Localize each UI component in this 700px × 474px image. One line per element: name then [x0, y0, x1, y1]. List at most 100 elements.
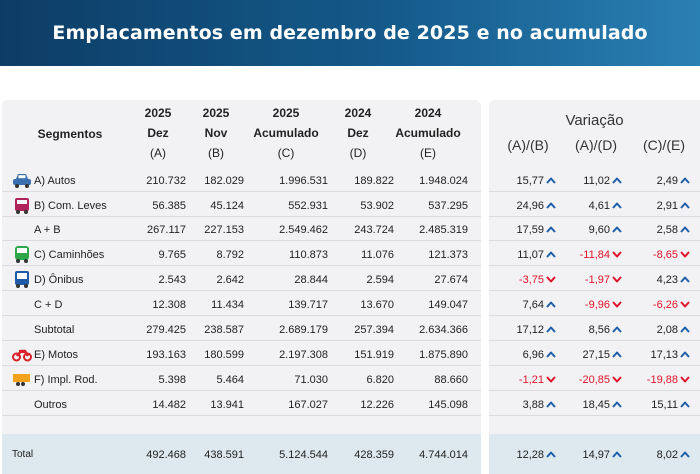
value-cell: 552.931 — [288, 200, 328, 212]
column-header-line: 2025 — [272, 106, 300, 120]
value-cell: 71.030 — [294, 374, 328, 386]
variation-value: 27,15 — [582, 349, 610, 361]
value-cell: 13.941 — [210, 399, 244, 411]
column-header-line: (E) — [420, 146, 436, 160]
segment-label: Subtotal — [34, 324, 75, 336]
variation-value: 7,64 — [522, 299, 544, 311]
variation-header-ab: (A)/(B) — [507, 137, 549, 153]
variation-cell: 11,07 — [496, 242, 558, 266]
value-cell: 167.027 — [288, 399, 328, 411]
value-cell: 2.543 — [158, 274, 186, 286]
variation-value: 2,49 — [656, 175, 678, 187]
total-row: Total 492.468 438.591 5.124.544 428.359 4.744… — [2, 442, 700, 466]
value-cell: 4.744.014 — [419, 449, 468, 461]
column-header-line: (B) — [208, 146, 224, 160]
variation-cell: 8,02 — [630, 442, 692, 466]
value-cell: 2.549.462 — [279, 224, 328, 236]
segment-label: F) Impl. Rod. — [34, 374, 98, 386]
variation-cell: 2,49 — [630, 168, 692, 192]
title-banner: Emplacamentos em dezembro de 2025 e no a… — [0, 0, 700, 66]
variation-value: 2,08 — [656, 324, 678, 336]
car-icon — [12, 171, 32, 189]
table-row: Subtotal 279.425 238.587 2.689.179 257.394 2.… — [2, 317, 700, 341]
variation-value: 2,58 — [656, 224, 678, 236]
bus-icon — [12, 270, 32, 288]
variation-value: 6,96 — [522, 349, 544, 361]
value-cell: 28.844 — [294, 274, 328, 286]
value-cell: 267.117 — [147, 224, 186, 236]
variation-cell: 17,59 — [496, 217, 558, 241]
variation-cell: 9,60 — [562, 217, 624, 241]
variation-cell: 2,91 — [630, 193, 692, 217]
total-band-right — [489, 434, 700, 474]
variation-cell: -19,88 — [630, 367, 692, 391]
variation-value: 8,56 — [588, 324, 610, 336]
variation-value: 15,11 — [651, 399, 678, 411]
value-cell: 45.124 — [210, 200, 244, 212]
table-row: A + B 267.117 227.153 2.549.462 243.724 2.485… — [2, 217, 700, 241]
column-header-2: 2025 Acumulado (C) — [250, 103, 322, 163]
variation-value: -1,21 — [518, 374, 544, 386]
variation-cell: -1,97 — [562, 267, 624, 291]
segment-label: B) Com. Leves — [34, 200, 107, 212]
page-title: Emplacamentos em dezembro de 2025 e no a… — [52, 22, 648, 44]
variation-value: 17,12 — [516, 324, 544, 336]
variation-cell: 8,56 — [562, 317, 624, 341]
variation-cell: 4,61 — [562, 193, 624, 217]
value-cell: 537.295 — [428, 200, 468, 212]
variation-value: -1,97 — [584, 274, 610, 286]
variation-value: 8,02 — [656, 449, 678, 461]
variation-value: 12,28 — [516, 449, 544, 461]
variation-header-ce: (C)/(E) — [643, 137, 685, 153]
variation-value: -6,26 — [652, 299, 678, 311]
column-header-line: Dez — [347, 126, 369, 140]
segment-label: A + B — [34, 224, 61, 236]
variation-panel — [489, 100, 700, 474]
column-header-line: (A) — [150, 146, 166, 160]
value-cell: 2.689.179 — [279, 324, 328, 336]
value-cell: 428.359 — [354, 449, 394, 461]
variation-cell: 17,13 — [630, 342, 692, 366]
segment-label: C + D — [34, 299, 63, 311]
variation-cell: 27,15 — [562, 342, 624, 366]
value-cell: 11.434 — [211, 299, 244, 311]
value-cell: 5.398 — [158, 374, 186, 386]
variation-cell: -8,65 — [630, 242, 692, 266]
variation-value: -20,85 — [578, 374, 610, 386]
value-cell: 5.464 — [216, 374, 244, 386]
variation-value: 4,23 — [656, 274, 678, 286]
variation-value: 17,59 — [516, 224, 544, 236]
variation-value: 2,91 — [656, 200, 678, 212]
value-cell: 2.594 — [366, 274, 394, 286]
value-cell: 13.670 — [360, 299, 394, 311]
column-header-3: 2024 Dez (D) — [322, 103, 394, 163]
segment-label: E) Motos — [34, 349, 79, 361]
panel-separator — [484, 100, 487, 474]
value-cell: 182.029 — [204, 175, 244, 187]
column-header-line: (C) — [277, 146, 295, 160]
segment-label: Total — [12, 449, 34, 460]
value-cell: 88.660 — [434, 374, 468, 386]
variation-value: 9,60 — [588, 224, 610, 236]
truck-icon — [12, 245, 32, 263]
variation-cell: -3,75 — [496, 267, 558, 291]
motorcycle-icon — [12, 345, 32, 363]
value-cell: 2.197.308 — [279, 349, 328, 361]
column-header-0: 2025 Dez (A) — [122, 103, 194, 163]
value-cell: 121.373 — [428, 249, 468, 261]
variation-value: -11,84 — [579, 249, 610, 261]
value-cell: 53.902 — [360, 200, 394, 212]
value-cell: 257.394 — [354, 324, 394, 336]
value-cell: 2.642 — [216, 274, 244, 286]
variation-cell: 2,08 — [630, 317, 692, 341]
variation-title: Variação — [565, 112, 624, 129]
table-row: D) Ônibus 2.543 2.642 28.844 2.594 27.674 -3,7… — [2, 267, 700, 291]
column-header-line: 2025 — [202, 106, 230, 120]
column-header-line: 2024 — [344, 106, 372, 120]
value-cell: 189.822 — [354, 175, 394, 187]
variation-cell: 4,23 — [630, 267, 692, 291]
variation-cell: 7,64 — [496, 292, 558, 316]
column-header-line: Dez — [147, 126, 169, 140]
variation-cell: -11,84 — [562, 242, 624, 266]
trailer-icon — [12, 370, 32, 388]
